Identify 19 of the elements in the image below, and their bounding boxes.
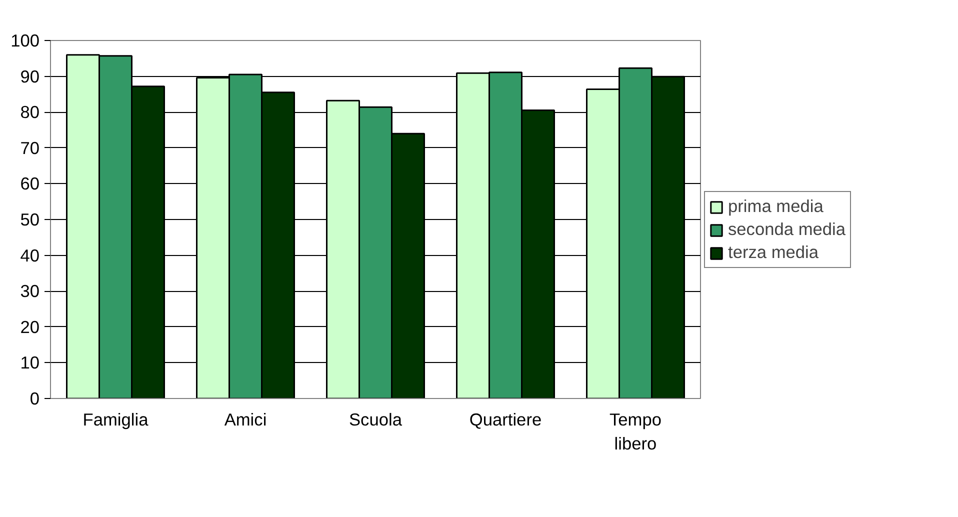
x-tick-label: Tempo libero bbox=[609, 410, 662, 454]
x-tick-label: Scuola bbox=[349, 410, 402, 430]
y-tick-label: 80 bbox=[20, 102, 40, 122]
y-tick-label: 90 bbox=[20, 66, 40, 86]
legend-label: terza media bbox=[728, 242, 819, 263]
legend-label: seconda media bbox=[728, 219, 846, 240]
y-tick-label: 100 bbox=[10, 30, 40, 50]
y-tick-label: 10 bbox=[20, 352, 40, 373]
y-tick-label: 50 bbox=[20, 210, 40, 230]
y-tick-label: 40 bbox=[20, 245, 40, 266]
y-tick-label: 30 bbox=[20, 281, 40, 302]
x-tick-label: Famiglia bbox=[82, 410, 149, 430]
y-tick-label: 60 bbox=[20, 174, 40, 194]
x-tick-label: Quartiere bbox=[469, 410, 542, 430]
x-tick-label: Amici bbox=[224, 410, 267, 430]
y-tick-label: 0 bbox=[30, 388, 40, 408]
y-tick-label: 20 bbox=[20, 316, 40, 337]
legend-label: prima media bbox=[728, 196, 824, 217]
y-tick-label: 70 bbox=[20, 138, 40, 158]
